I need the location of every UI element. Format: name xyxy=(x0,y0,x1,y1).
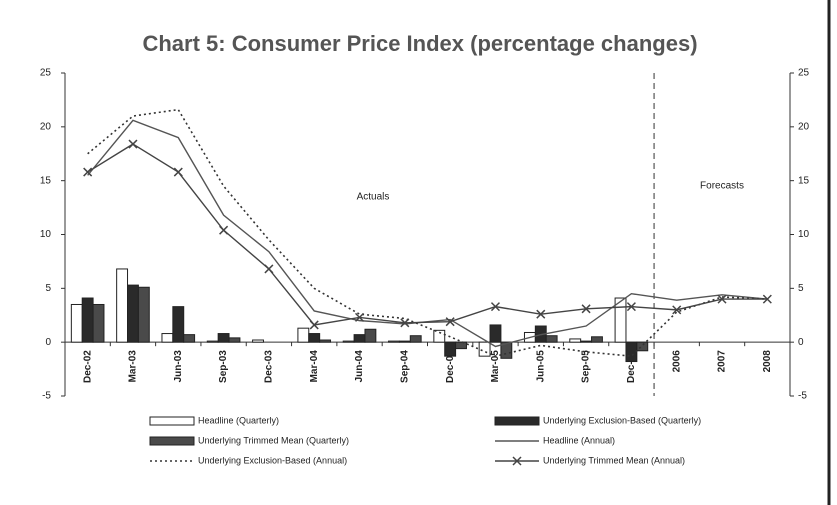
marker xyxy=(128,139,138,149)
line xyxy=(87,108,768,358)
x-tick-label: Sep-03 xyxy=(218,350,229,383)
bar xyxy=(319,339,332,343)
bar xyxy=(545,335,558,343)
marker xyxy=(173,167,183,177)
x-tick-label: Jun-03 xyxy=(173,350,184,383)
marker xyxy=(581,304,591,314)
bar xyxy=(92,303,105,343)
marker xyxy=(400,318,410,328)
marker xyxy=(83,167,93,177)
y-tick-label: 0 xyxy=(45,337,51,348)
x-tick-label: Sep-05 xyxy=(581,350,592,383)
chart-title: Chart 5: Consumer Price Index (percentag… xyxy=(142,31,697,56)
bar xyxy=(137,286,150,343)
bar xyxy=(252,339,264,343)
marker xyxy=(536,309,546,319)
legend-label: Headline (Quarterly) xyxy=(198,415,279,425)
bar xyxy=(217,333,230,343)
marker xyxy=(445,317,455,327)
legend-label: Underlying Exclusion-Based (Annual) xyxy=(198,455,347,465)
x-tick-label: Dec-05 xyxy=(626,350,637,383)
marker xyxy=(717,294,727,304)
bar xyxy=(127,284,139,343)
marker xyxy=(219,225,229,235)
bar xyxy=(409,335,422,343)
legend-label: Underlying Trimmed Mean (Annual) xyxy=(543,455,685,465)
marker xyxy=(490,302,500,312)
x-tick-label: Dec-02 xyxy=(82,350,93,383)
legend-label: Underlying Trimmed Mean (Quarterly) xyxy=(198,435,349,445)
marker xyxy=(672,305,682,315)
bar xyxy=(433,329,446,343)
x-tick-label: Mar-03 xyxy=(128,350,139,383)
bar xyxy=(81,297,94,343)
y-tick-label: 10 xyxy=(40,229,52,240)
marker xyxy=(626,302,636,312)
bar xyxy=(364,328,377,343)
y-tick-label: 15 xyxy=(40,175,52,186)
bar xyxy=(614,297,627,343)
y2-tick-label: 25 xyxy=(798,68,810,79)
y2-tick-label: 0 xyxy=(798,337,804,348)
bar xyxy=(297,327,310,343)
x-tick-label: Sep-04 xyxy=(399,350,410,383)
bar xyxy=(308,333,321,343)
marker xyxy=(264,264,274,274)
y2-tick-label: -5 xyxy=(798,391,807,402)
y-tick-label: 20 xyxy=(40,121,52,132)
bar xyxy=(455,341,467,350)
bar xyxy=(183,334,196,343)
y2-tick-label: 15 xyxy=(798,175,810,186)
bar xyxy=(569,338,582,343)
bar xyxy=(342,340,355,343)
bar xyxy=(444,341,457,357)
x-tick-label: Dec-04 xyxy=(445,350,456,383)
x-tick-label: Mar-05 xyxy=(490,350,501,383)
x-tick-label: Mar-04 xyxy=(309,350,320,383)
x-tick-label: 2006 xyxy=(671,350,682,373)
bar xyxy=(398,340,411,343)
bar xyxy=(636,341,649,352)
annotation: Forecasts xyxy=(700,181,744,192)
legend-label: Underlying Exclusion-Based (Quarterly) xyxy=(543,415,701,425)
x-tick-label: 2007 xyxy=(717,350,728,373)
bar xyxy=(625,341,638,363)
legend-swatch xyxy=(149,416,195,426)
bar xyxy=(228,337,241,343)
y-tick-label: 5 xyxy=(45,283,51,294)
bar xyxy=(206,340,219,343)
marker xyxy=(762,294,772,304)
x-tick-label: Jun-05 xyxy=(535,350,546,383)
line xyxy=(87,143,768,326)
bar xyxy=(353,334,366,343)
y2-tick-label: 5 xyxy=(798,283,804,294)
y-tick-label: -5 xyxy=(42,391,51,402)
bar xyxy=(161,333,174,343)
y2-tick-label: 20 xyxy=(798,121,810,132)
bar xyxy=(591,336,603,343)
bar xyxy=(500,341,513,359)
marker xyxy=(309,320,319,330)
y2-tick-label: 10 xyxy=(798,229,810,240)
y-tick-label: 25 xyxy=(40,68,52,79)
legend-label: Headline (Annual) xyxy=(543,435,615,445)
bar xyxy=(489,324,502,343)
bar xyxy=(580,340,593,343)
bar xyxy=(116,268,129,343)
x-tick-label: 2008 xyxy=(762,350,773,373)
annotation: Actuals xyxy=(357,192,390,203)
legend-marker xyxy=(512,456,522,466)
legend-swatch xyxy=(494,416,540,426)
x-tick-label: Jun-04 xyxy=(354,350,365,383)
legend-swatch xyxy=(149,436,195,446)
x-tick-label: Dec-03 xyxy=(264,350,275,383)
marker xyxy=(355,312,365,322)
bar xyxy=(388,340,400,343)
bar xyxy=(172,306,185,343)
bar xyxy=(478,341,491,357)
bar xyxy=(70,303,83,343)
